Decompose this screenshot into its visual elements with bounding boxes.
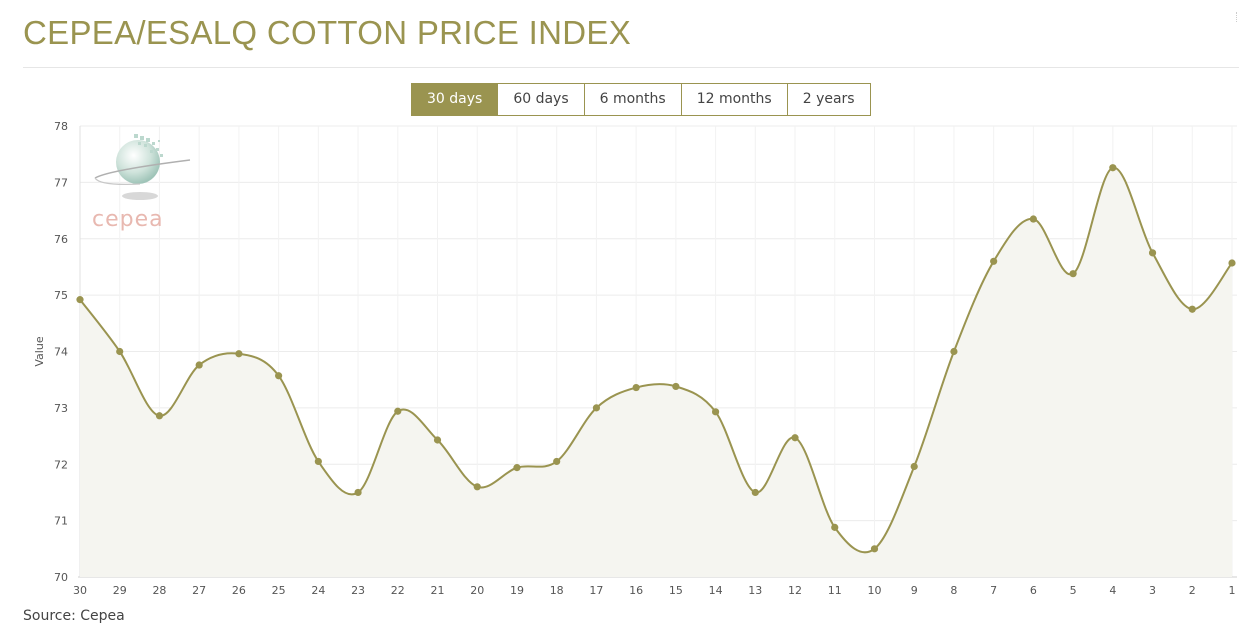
data-point-16[interactable] bbox=[632, 383, 640, 392]
pixel-dots-icon bbox=[134, 134, 163, 157]
x-tick-label: 13 bbox=[748, 584, 762, 597]
x-tick-label: 27 bbox=[192, 584, 206, 597]
data-point-21[interactable] bbox=[433, 436, 442, 444]
x-tick-label: 20 bbox=[470, 584, 484, 597]
x-tick-label: 30 bbox=[73, 584, 87, 597]
tab-2-years[interactable]: 2 years bbox=[787, 84, 870, 115]
data-point-29[interactable] bbox=[116, 347, 124, 356]
tab-12-months[interactable]: 12 months bbox=[681, 84, 788, 115]
x-tick-label: 17 bbox=[589, 584, 603, 597]
y-tick-label: 75 bbox=[54, 289, 68, 302]
y-tick-label: 77 bbox=[54, 176, 68, 189]
series-area bbox=[80, 167, 1232, 577]
data-point-1[interactable] bbox=[1228, 259, 1236, 267]
title-divider bbox=[23, 67, 1239, 68]
x-tick-label: 22 bbox=[391, 584, 405, 597]
x-tick-label: 18 bbox=[550, 584, 564, 597]
x-tick-label: 9 bbox=[911, 584, 918, 597]
x-tick-label: 23 bbox=[351, 584, 365, 597]
data-point-11[interactable] bbox=[831, 523, 839, 531]
x-tick-label: 14 bbox=[709, 584, 723, 597]
y-tick-label: 74 bbox=[54, 346, 68, 359]
data-point-30[interactable] bbox=[76, 296, 84, 304]
x-tick-label: 12 bbox=[788, 584, 802, 597]
data-point-14[interactable] bbox=[711, 408, 720, 416]
y-tick-label: 70 bbox=[54, 571, 68, 584]
y-tick-label: 76 bbox=[54, 233, 68, 246]
x-tick-label: 25 bbox=[272, 584, 286, 597]
data-point-4[interactable] bbox=[1109, 164, 1117, 172]
data-point-23[interactable] bbox=[354, 488, 362, 497]
data-point-18[interactable] bbox=[553, 457, 561, 466]
data-point-19[interactable] bbox=[513, 464, 521, 472]
data-point-3[interactable] bbox=[1148, 249, 1157, 257]
x-tick-label: 8 bbox=[950, 584, 957, 597]
x-tick-label: 7 bbox=[990, 584, 997, 597]
x-tick-label: 21 bbox=[431, 584, 445, 597]
x-tick-label: 29 bbox=[113, 584, 127, 597]
x-tick-label: 19 bbox=[510, 584, 524, 597]
x-tick-label: 5 bbox=[1070, 584, 1077, 597]
y-axis-label: Value bbox=[33, 336, 46, 366]
x-tick-label: 16 bbox=[629, 584, 643, 597]
period-tabs: 30 days 60 days 6 months 12 months 2 yea… bbox=[411, 83, 871, 116]
x-tick-label: 3 bbox=[1149, 584, 1156, 597]
tab-6-months[interactable]: 6 months bbox=[584, 84, 682, 115]
data-point-2[interactable] bbox=[1188, 305, 1196, 313]
tab-30-days[interactable]: 30 days bbox=[412, 84, 499, 115]
data-point-22[interactable] bbox=[394, 407, 402, 415]
data-point-26[interactable] bbox=[235, 350, 243, 358]
y-axis-ticks: 70 71 72 73 74 75 76 77 78 bbox=[54, 120, 68, 584]
data-point-7[interactable] bbox=[990, 257, 998, 265]
y-tick-label: 73 bbox=[54, 402, 68, 415]
y-tick-label: 78 bbox=[54, 120, 68, 133]
corner-resize-handle bbox=[1236, 12, 1240, 22]
x-tick-label: 4 bbox=[1109, 584, 1116, 597]
x-tick-label: 28 bbox=[152, 584, 166, 597]
data-point-13[interactable] bbox=[751, 488, 759, 497]
data-point-24[interactable] bbox=[314, 457, 322, 466]
x-tick-label: 6 bbox=[1030, 584, 1037, 597]
data-point-5[interactable] bbox=[1069, 270, 1077, 278]
x-tick-label: 10 bbox=[867, 584, 881, 597]
data-point-20[interactable] bbox=[473, 483, 481, 491]
data-point-15[interactable] bbox=[672, 382, 680, 391]
x-tick-label: 2 bbox=[1189, 584, 1196, 597]
x-tick-label: 11 bbox=[828, 584, 842, 597]
x-tick-label: 1 bbox=[1229, 584, 1236, 597]
x-axis-ticks: 30 29 28 27 26 25 24 23 22 21 20 19 18 17 16 15 14 13 12 11… bbox=[73, 584, 1236, 597]
x-tick-label: 26 bbox=[232, 584, 246, 597]
data-point-28[interactable] bbox=[155, 412, 164, 420]
data-point-8[interactable] bbox=[950, 347, 958, 356]
orbit-swoosh bbox=[94, 159, 191, 179]
data-point-6[interactable] bbox=[1029, 215, 1037, 223]
data-point-9[interactable] bbox=[910, 462, 918, 471]
data-point-27[interactable] bbox=[195, 361, 203, 369]
source-note: Source: Cepea bbox=[23, 608, 125, 624]
x-tick-label: 24 bbox=[311, 584, 325, 597]
data-point-12[interactable] bbox=[791, 434, 799, 442]
page-title: CEPEA/ESALQ COTTON PRICE INDEX bbox=[23, 14, 632, 51]
tab-60-days[interactable]: 60 days bbox=[498, 84, 585, 115]
x-tick-label: 15 bbox=[669, 584, 683, 597]
logo-text: cepea bbox=[92, 207, 164, 232]
cepea-logo: cepea bbox=[92, 134, 191, 232]
data-point-10[interactable] bbox=[870, 545, 879, 553]
series-points bbox=[76, 164, 1236, 553]
globe-icon bbox=[116, 140, 160, 184]
y-tick-label: 71 bbox=[54, 515, 68, 528]
logo-shadow bbox=[122, 192, 158, 200]
data-point-17[interactable] bbox=[592, 404, 601, 412]
y-tick-label: 72 bbox=[54, 458, 68, 471]
data-point-25[interactable] bbox=[275, 372, 283, 380]
